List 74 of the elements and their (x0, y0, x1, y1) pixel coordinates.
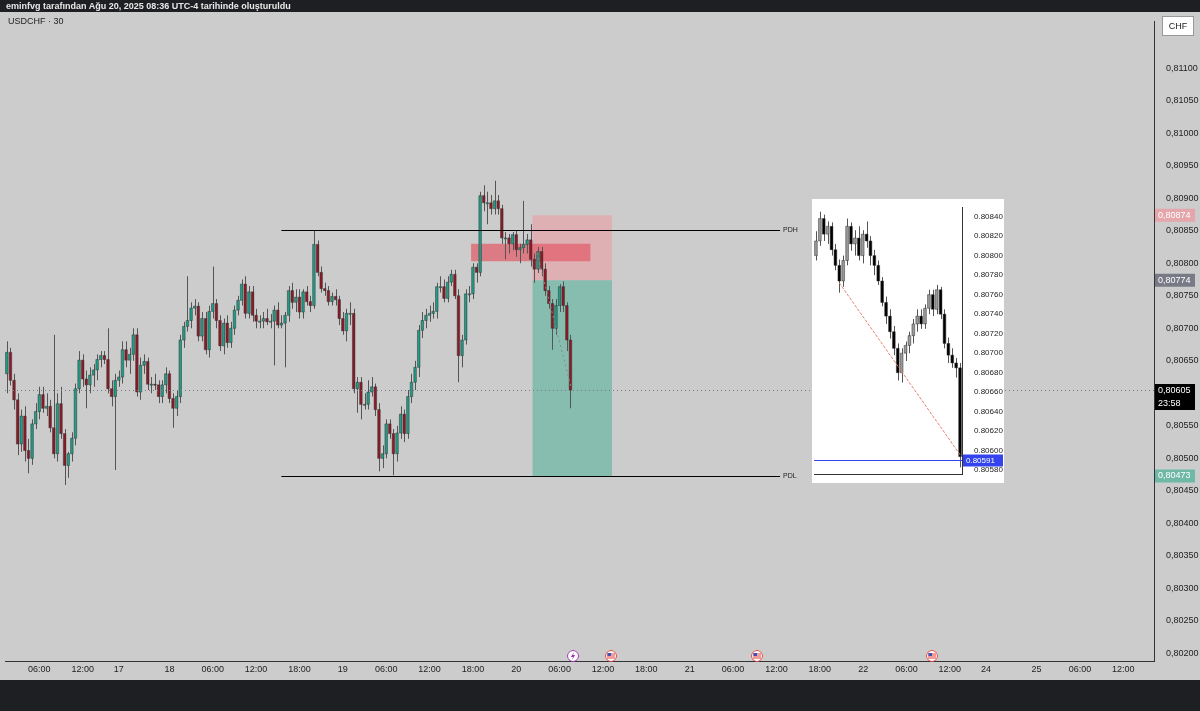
y-tick-label: 0,80400 (1166, 517, 1199, 528)
candlestick (41, 386, 45, 414)
x-tick-label: 25 (1031, 664, 1042, 675)
x-tick-label: 12:00 (1112, 664, 1135, 675)
x-tick-label: 12:00 (765, 664, 788, 675)
y-tick-label: 0,81000 (1166, 127, 1199, 138)
y-tick-label: 0.80780 (974, 270, 1004, 280)
x-tick-label: 12:00 (71, 664, 94, 675)
y-tick-label: 0,80950 (1166, 160, 1199, 171)
y-tick-label: 0,80800 (1166, 257, 1199, 268)
x-tick-label: 12:00 (591, 664, 615, 675)
x-tick-label: 06:00 (28, 664, 51, 675)
x-tick-label: 12:00 (938, 664, 962, 675)
x-tick-label: 06:00 (895, 664, 918, 675)
x-tick-label: 12:00 (244, 664, 268, 675)
y-tick-label: 0.80620 (974, 426, 1004, 436)
y-tick-label: 0.80760 (974, 289, 1004, 299)
x-tick-label: 06:00 (721, 664, 745, 675)
y-tick-label: 0,80250 (1166, 615, 1199, 626)
y-tick-label: 0,81100 (1166, 62, 1198, 73)
y-tick-label: 0,80850 (1166, 225, 1199, 236)
annotation: 0,80874 (1158, 209, 1191, 220)
y-tick-label: 0.80800 (974, 250, 1004, 260)
candlestick (359, 376, 363, 420)
x-tick-label: 17 (113, 664, 124, 675)
y-tick-label: 0.80840 (974, 211, 1004, 221)
annotation: 0,80774 (1158, 274, 1191, 285)
candlestick (507, 233, 511, 255)
x-tick-label: 06:00 (201, 664, 225, 675)
x-tick-label: 18:00 (808, 664, 832, 675)
candlestick (931, 289, 935, 317)
chart-title: eminfvg tarafından Ağu 20, 2025 08:36 UTC-4 tarihinde oluşturuldu (6, 0, 291, 12)
candlestick (301, 288, 305, 320)
y-tick-label: 0,81050 (1166, 95, 1199, 106)
text: 23:58 (1158, 397, 1181, 408)
annotation: 0,80473 (1158, 470, 1191, 481)
chart-subtitle: USDCHF · 30 (8, 16, 64, 26)
x-tick-label: 06:00 (548, 664, 571, 675)
y-tick-label: 0.80640 (974, 406, 1004, 416)
y-tick-label: 0.80740 (974, 309, 1004, 319)
candlestick (442, 279, 446, 303)
y-tick-label: 0,80900 (1166, 192, 1199, 203)
x-tick-label: 18:00 (288, 664, 311, 675)
y-tick-label: 0.80580 (974, 465, 1004, 475)
x-tick-label: 06:00 (1068, 664, 1092, 675)
x-tick-label: 06:00 (374, 664, 398, 675)
x-tick-label: 19 (337, 664, 348, 675)
x-tick-label: 18:00 (461, 664, 485, 675)
x-tick-label: 18:00 (635, 664, 658, 675)
ref-line-label: 0.80591 (966, 455, 996, 465)
y-tick-label: 0.80720 (974, 328, 1004, 338)
x-tick-label: 18 (164, 664, 175, 675)
y-tick-label: 0.80600 (974, 445, 1004, 455)
y-tick-label: 0,80200 (1166, 647, 1199, 658)
y-tick-label: 0,80650 (1166, 355, 1199, 366)
candlestick (247, 285, 251, 320)
ref-line-label: 0,80605 (1158, 384, 1191, 395)
y-tick-label: 0.80700 (974, 348, 1004, 358)
y-tick-label: 0,80300 (1166, 582, 1199, 593)
y-tick-label: 0,80750 (1166, 290, 1199, 301)
y-tick-label: 0,80450 (1166, 485, 1199, 496)
y-tick-label: 0.80660 (974, 387, 1004, 397)
x-tick-label: 24 (980, 664, 991, 675)
y-tick-label: 0,80500 (1166, 452, 1199, 463)
y-tick-label: 0.80680 (974, 367, 1004, 377)
y-tick-label: 0.80820 (974, 231, 1004, 241)
y-axis-title: CHF (1162, 16, 1194, 36)
x-tick-label: 20 (511, 664, 522, 675)
x-tick-label: 12:00 (418, 664, 441, 675)
y-tick-label: 0,80350 (1166, 550, 1199, 561)
x-tick-label: 22 (858, 664, 869, 675)
y-tick-label: 0,80700 (1166, 322, 1199, 333)
x-tick-label: 21 (684, 664, 695, 675)
y-tick-label: 0,80550 (1166, 420, 1199, 431)
